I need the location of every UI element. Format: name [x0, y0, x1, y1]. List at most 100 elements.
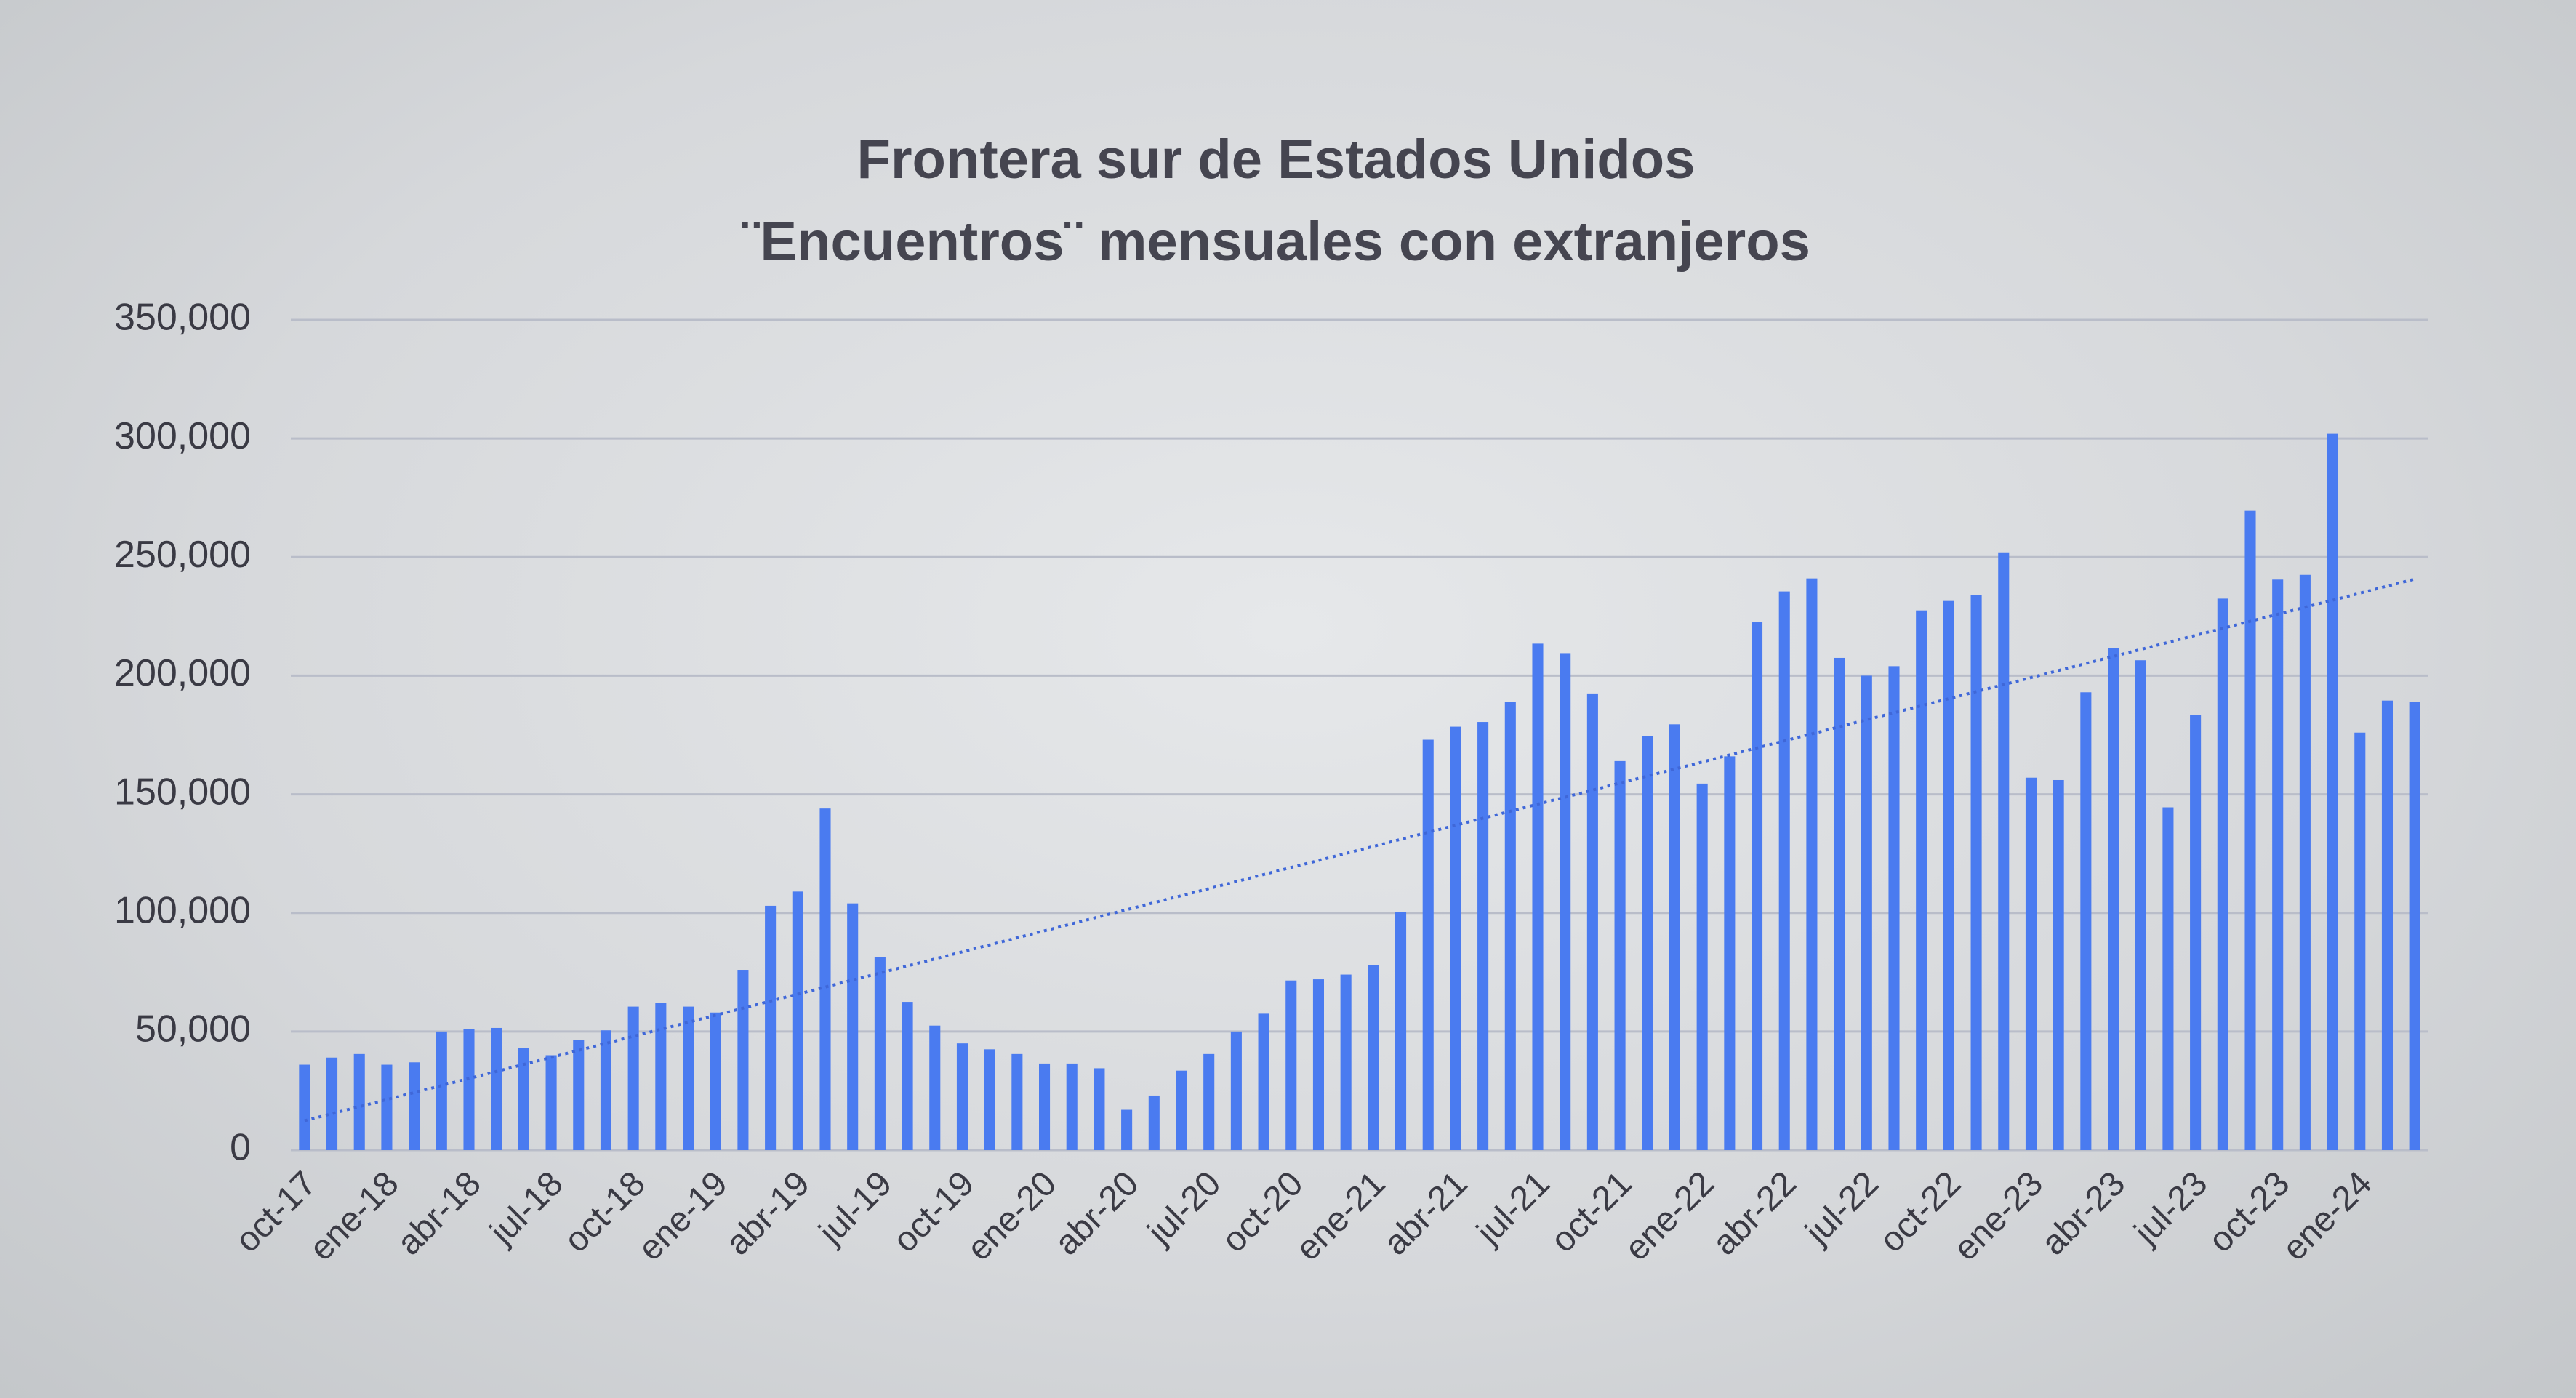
x-tick-label: abr-21: [1376, 1164, 1475, 1263]
bar: [1998, 552, 2010, 1150]
bar: [2190, 715, 2202, 1150]
x-tick-label: jul-20: [1140, 1164, 1229, 1253]
bar: [2354, 732, 2366, 1150]
bar: [1696, 783, 1708, 1150]
bar: [2080, 692, 2092, 1150]
bar: [1586, 693, 1598, 1150]
x-tick-label: jul-18: [482, 1164, 571, 1253]
bar: [902, 1002, 913, 1150]
bar: [984, 1049, 995, 1150]
x-tick-label: jul-21: [1469, 1164, 1557, 1253]
x-tick-label: abr-18: [390, 1164, 489, 1263]
bar: [2135, 660, 2146, 1150]
bar: [1806, 578, 1818, 1150]
y-tick-label: 350,000: [114, 297, 251, 339]
bar: [1422, 739, 1434, 1150]
bar: [765, 905, 777, 1150]
y-tick-label: 150,000: [114, 771, 251, 813]
bar: [299, 1064, 310, 1150]
x-tick-label: ene-23: [1946, 1164, 2050, 1268]
bar: [1011, 1053, 1023, 1150]
y-tick-label: 0: [230, 1127, 251, 1169]
bar: [1724, 756, 1736, 1150]
bar: [1312, 979, 1324, 1150]
bar: [381, 1064, 393, 1150]
bar: [436, 1031, 447, 1150]
bar: [1943, 600, 1954, 1150]
bar: [463, 1029, 475, 1150]
bar: [737, 970, 749, 1150]
bar: [1614, 760, 1626, 1150]
chart-title: Frontera sur de Estados Unidos: [857, 129, 1696, 190]
x-tick-label: jul-19: [811, 1164, 899, 1253]
bar: [1450, 726, 1461, 1150]
bar: [2409, 702, 2420, 1150]
bar: [956, 1043, 968, 1150]
bar: [819, 808, 831, 1150]
bar: [1752, 622, 1763, 1150]
y-tick-label: 200,000: [114, 652, 251, 694]
bar: [491, 1027, 502, 1150]
bar: [1285, 980, 1297, 1150]
bar: [874, 957, 886, 1150]
bar: [1066, 1063, 1078, 1150]
bar: [573, 1040, 585, 1150]
bar: [2053, 779, 2064, 1150]
x-tick-label: jul-23: [2126, 1164, 2215, 1253]
bar: [2217, 598, 2228, 1150]
bar: [545, 1055, 557, 1150]
trendline: [304, 577, 2415, 1122]
bar: [2272, 579, 2284, 1150]
x-tick-label: ene-18: [302, 1164, 406, 1268]
bar: [353, 1053, 365, 1150]
bar: [1395, 912, 1407, 1150]
x-tick-label: ene-20: [960, 1164, 1064, 1268]
bar: [1669, 724, 1680, 1150]
bar: [792, 891, 803, 1150]
bar: [847, 903, 859, 1150]
x-tick-label: abr-23: [2034, 1164, 2133, 1263]
bar: [1477, 722, 1489, 1150]
bar: [1258, 1013, 1269, 1150]
bar: [2162, 807, 2174, 1150]
bar: [1970, 595, 1982, 1150]
bar: [655, 1003, 667, 1150]
y-tick-label: 300,000: [114, 415, 251, 457]
bar: [1834, 657, 1845, 1150]
bar: [2327, 433, 2338, 1150]
bar: [1121, 1109, 1133, 1150]
bar: [1888, 666, 1900, 1150]
chart-subtitle: ¨Encuentros¨ mensuales con extranjeros: [742, 211, 1810, 273]
y-tick-label: 250,000: [114, 534, 251, 576]
bar: [2108, 648, 2119, 1150]
bar: [1176, 1070, 1187, 1150]
bar: [1368, 965, 1379, 1150]
bar: [1203, 1053, 1215, 1150]
bar: [2025, 777, 2037, 1150]
bar: [326, 1057, 338, 1150]
bar: [1778, 591, 1790, 1150]
bar: [1861, 675, 1872, 1150]
bar: [627, 1006, 639, 1150]
x-tick-label: abr-20: [1048, 1164, 1147, 1263]
x-tick-label: abr-22: [1705, 1164, 1804, 1263]
x-tick-label: ene-24: [2275, 1164, 2379, 1268]
bar: [1504, 702, 1516, 1150]
x-tick-label: ene-19: [631, 1164, 735, 1268]
x-tick-label: jul-22: [1797, 1164, 1886, 1253]
bar: [929, 1025, 941, 1150]
bar: [1340, 974, 1352, 1150]
bar: [1094, 1068, 1105, 1150]
bar: [409, 1062, 420, 1150]
bar: [710, 1012, 721, 1150]
bar: [600, 1030, 611, 1150]
bar: [1560, 653, 1571, 1150]
bar: [683, 1006, 694, 1150]
x-tick-label: ene-22: [1618, 1164, 1722, 1268]
y-tick-label: 50,000: [135, 1008, 251, 1050]
bar: [1916, 610, 1927, 1150]
bar: [518, 1048, 529, 1150]
bar: [1148, 1095, 1160, 1150]
x-tick-label: abr-19: [718, 1164, 817, 1263]
